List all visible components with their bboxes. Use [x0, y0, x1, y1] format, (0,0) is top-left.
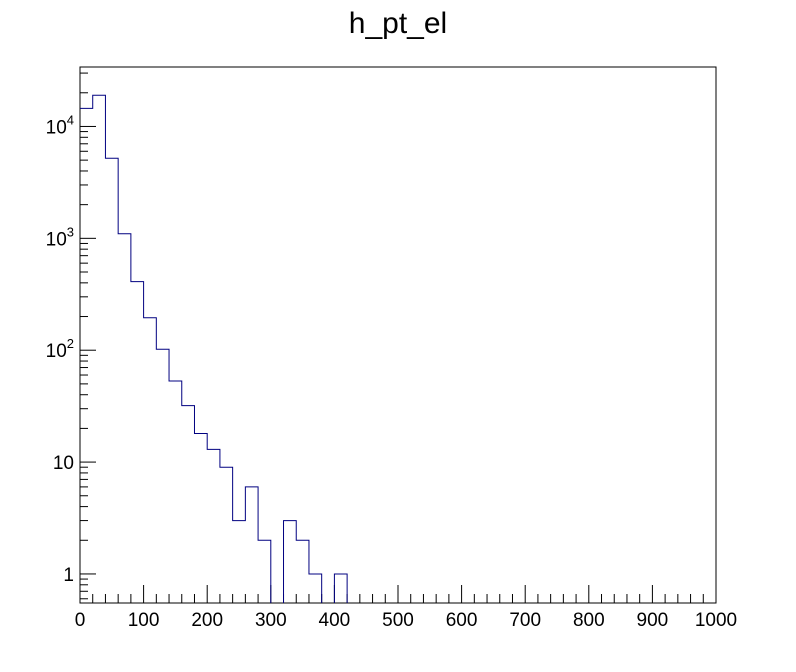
y-tick-label: 104: [46, 112, 74, 138]
x-tick-label: 300: [255, 610, 287, 631]
x-tick-label: 0: [75, 610, 86, 631]
histogram-bin: [156, 349, 169, 603]
histogram-bin: [233, 521, 246, 603]
histogram-line: [80, 94, 348, 603]
y-tick-label: 10: [53, 453, 74, 474]
x-tick-label: 900: [637, 610, 669, 631]
y-tick-label: 103: [46, 224, 74, 250]
histogram-bin: [93, 95, 106, 603]
histogram-bin: [334, 574, 347, 603]
x-tick-label: 1000: [695, 610, 737, 631]
histogram-bin: [284, 521, 297, 603]
y-axis: 1 10 102 103 104: [46, 72, 96, 600]
histogram-bin: [118, 234, 131, 603]
y-tick-label: 102: [46, 336, 74, 362]
histogram-bin: [182, 406, 195, 603]
histogram-bin: [144, 318, 157, 603]
x-tick-label: 400: [319, 610, 351, 631]
histogram-bin: [105, 158, 118, 603]
x-tick-label: 700: [509, 610, 541, 631]
histogram-series: [80, 94, 348, 603]
histogram-bin: [207, 449, 220, 603]
histogram-bin: [220, 467, 233, 603]
histogram-bin: [131, 282, 144, 603]
histogram-bin: [169, 381, 182, 603]
x-axis: 0 100 200 300 400 500 600 700 800 900 1000: [75, 585, 737, 631]
histogram-bin: [245, 487, 258, 603]
histogram-bin: [258, 540, 271, 603]
y-tick-label: 1: [63, 565, 74, 586]
plot-frame: [79, 66, 717, 604]
x-tick-label: 600: [446, 610, 478, 631]
x-tick-label: 800: [573, 610, 605, 631]
x-tick-label: 100: [128, 610, 160, 631]
histogram-bin: [296, 540, 309, 603]
histogram-bin: [309, 574, 322, 603]
x-tick-label: 500: [382, 610, 414, 631]
chart-title: h_pt_el: [349, 7, 447, 40]
x-tick-label: 200: [191, 610, 223, 631]
histogram-bin: [194, 434, 207, 603]
